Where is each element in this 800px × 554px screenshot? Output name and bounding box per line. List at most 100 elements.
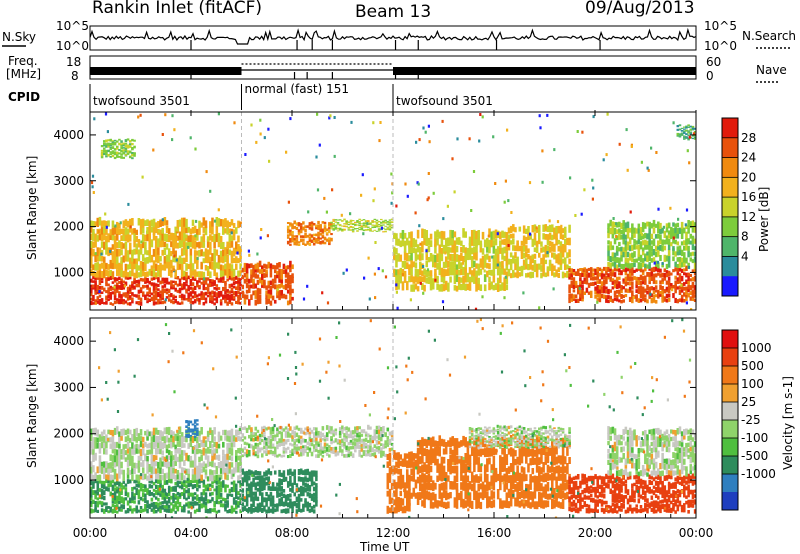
heatmap-cell bbox=[527, 463, 530, 473]
heatmap-cell bbox=[687, 280, 690, 285]
heatmap-cell bbox=[538, 471, 541, 482]
heatmap-cell bbox=[105, 262, 108, 270]
heatmap-cell bbox=[475, 238, 478, 247]
heatmap-cell bbox=[157, 268, 160, 277]
heatmap-cell bbox=[128, 276, 132, 280]
heatmap-cell bbox=[189, 255, 193, 264]
heatmap-cell bbox=[602, 285, 606, 290]
heatmap-cell bbox=[434, 482, 437, 490]
heatmap-cell bbox=[343, 436, 346, 441]
heatmap-cell bbox=[122, 220, 126, 228]
heatmap-cell bbox=[479, 258, 483, 268]
heatmap-cell bbox=[92, 499, 95, 504]
heatmap-cell bbox=[235, 275, 238, 280]
heatmap-cell bbox=[461, 261, 464, 265]
heatmap-cell bbox=[522, 225, 526, 234]
heatmap-cell bbox=[475, 231, 478, 240]
heatmap-cell bbox=[412, 261, 416, 268]
heatmap-cell bbox=[494, 471, 498, 483]
heatmap-cell bbox=[481, 448, 485, 456]
heatmap-cell bbox=[343, 441, 346, 447]
heatmap-cell bbox=[191, 423, 195, 426]
heatmap-cell bbox=[219, 474, 223, 480]
heatmap-cell bbox=[492, 274, 496, 283]
heatmap-cell bbox=[269, 280, 273, 286]
heatmap-cell bbox=[245, 294, 249, 300]
heatmap-cell bbox=[215, 492, 219, 496]
heatmap-cell bbox=[276, 292, 279, 299]
heatmap-cell bbox=[196, 228, 199, 235]
heatmap-cell bbox=[358, 222, 361, 224]
heatmap-cell bbox=[107, 480, 110, 484]
heatmap-cell bbox=[226, 435, 229, 442]
heatmap-cell bbox=[444, 481, 448, 490]
heatmap-cell bbox=[527, 264, 530, 271]
heatmap-cell bbox=[183, 217, 186, 227]
heatmap-cell bbox=[611, 298, 615, 303]
heatmap-cell bbox=[137, 455, 141, 461]
heatmap-cell bbox=[167, 478, 171, 483]
heatmap-cell bbox=[146, 284, 149, 288]
heatmap-cell bbox=[282, 293, 286, 299]
heatmap-cell bbox=[688, 135, 691, 139]
heatmap-cell bbox=[172, 460, 175, 468]
heatmap-cell bbox=[693, 267, 696, 273]
heatmap-cell bbox=[315, 454, 318, 458]
heatmap-cell bbox=[228, 267, 232, 276]
heatmap-cell bbox=[308, 427, 312, 431]
heatmap-cell bbox=[178, 492, 182, 498]
heatmap-cell bbox=[102, 241, 106, 250]
heatmap-cell bbox=[687, 250, 690, 258]
heatmap-cell bbox=[423, 284, 426, 292]
heatmap-cell bbox=[470, 209, 473, 212]
heatmap-cell bbox=[364, 434, 368, 437]
heatmap-cell bbox=[351, 441, 355, 445]
heatmap-cell bbox=[507, 448, 511, 455]
heatmap-cell bbox=[206, 238, 210, 248]
heatmap-cell bbox=[444, 472, 448, 483]
heatmap-cell bbox=[423, 490, 426, 500]
heatmap-cell bbox=[349, 446, 353, 450]
heatmap-cell bbox=[289, 293, 292, 300]
heatmap-cell bbox=[351, 223, 355, 225]
heatmap-cell bbox=[659, 255, 662, 261]
heatmap-cell bbox=[170, 280, 173, 285]
heatmap-cell bbox=[280, 479, 284, 486]
heatmap-cell bbox=[390, 224, 394, 226]
heatmap-cell bbox=[258, 480, 262, 487]
heatmap-cell bbox=[613, 290, 617, 295]
heatmap-cell bbox=[237, 277, 240, 281]
heatmap-cell bbox=[120, 235, 123, 241]
heatmap-cell bbox=[98, 466, 102, 473]
heatmap-cell bbox=[219, 301, 223, 306]
heatmap-cell bbox=[490, 500, 493, 509]
heatmap-cell bbox=[652, 227, 656, 234]
heatmap-cell bbox=[416, 274, 420, 284]
heatmap-cell bbox=[194, 147, 197, 151]
heatmap-cell bbox=[529, 271, 532, 279]
heatmap-cell bbox=[529, 449, 532, 457]
heatmap-cell bbox=[373, 187, 376, 191]
heatmap-cell bbox=[674, 226, 677, 234]
heatmap-cell bbox=[533, 481, 537, 490]
heatmap-cell bbox=[250, 427, 253, 432]
heatmap-cell bbox=[193, 459, 197, 468]
heatmap-cell bbox=[427, 473, 431, 483]
heatmap-cell bbox=[243, 278, 247, 284]
heatmap-cell bbox=[113, 448, 117, 456]
heatmap-cell bbox=[423, 497, 426, 508]
heatmap-cell bbox=[198, 277, 201, 281]
heatmap-cell bbox=[94, 263, 97, 271]
heatmap-cell bbox=[570, 283, 574, 288]
heatmap-cell bbox=[648, 256, 651, 262]
heatmap-cell bbox=[429, 475, 433, 483]
heatmap-cell bbox=[174, 454, 177, 462]
heatmap-cell bbox=[244, 153, 247, 156]
heatmap-cell bbox=[295, 438, 299, 443]
heatmap-cell bbox=[431, 492, 435, 501]
heatmap-cell bbox=[375, 439, 379, 443]
heatmap-cell bbox=[98, 270, 102, 278]
heatmap-cell bbox=[444, 490, 448, 501]
heatmap-cell bbox=[656, 260, 660, 264]
heatmap-cell bbox=[202, 479, 206, 485]
